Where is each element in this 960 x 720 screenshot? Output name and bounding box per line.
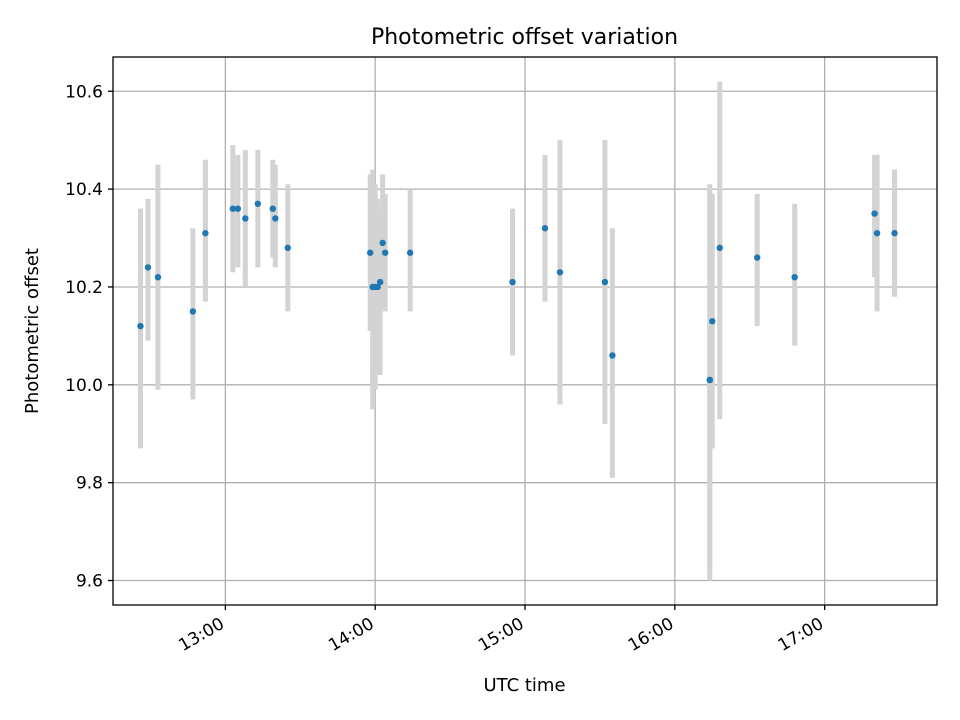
x-tick-label: 16:00 <box>625 614 677 656</box>
data-point <box>609 352 616 359</box>
chart-title: Photometric offset variation <box>371 25 678 50</box>
grid-layer <box>113 57 937 605</box>
data-point <box>406 249 414 256</box>
x-axis-label: UTC time <box>483 675 565 696</box>
y-tick-label: 9.6 <box>76 572 103 592</box>
data-point <box>272 215 279 222</box>
y-axis: 9.6 9.8 10.0 10.2 10.4 10.6 <box>65 82 113 592</box>
data-point <box>706 376 713 384</box>
data-point <box>154 273 162 281</box>
data-point <box>871 210 878 217</box>
data-point <box>229 205 237 212</box>
data-point <box>716 244 723 252</box>
data-point <box>379 239 386 247</box>
y-tick-label: 10.6 <box>65 82 103 102</box>
data-point <box>891 229 898 237</box>
data-point <box>144 264 152 271</box>
data-point <box>509 278 516 286</box>
x-tick-label: 15:00 <box>475 614 527 656</box>
data-point <box>366 249 374 256</box>
point-layer <box>137 200 898 384</box>
x-tick-label: 14:00 <box>325 614 377 656</box>
data-point <box>202 229 209 237</box>
data-point <box>791 273 798 281</box>
data-point <box>284 244 291 252</box>
y-tick-label: 10.0 <box>65 376 103 396</box>
data-point <box>376 278 384 286</box>
data-point <box>189 308 197 315</box>
data-point <box>541 225 549 232</box>
data-point <box>234 205 242 212</box>
data-point <box>709 318 716 325</box>
data-point <box>754 254 761 261</box>
y-tick-label: 10.4 <box>65 180 103 200</box>
data-point <box>374 283 381 291</box>
y-axis-label: Photometric offset <box>22 248 43 414</box>
errorbar-layer <box>137 81 898 581</box>
data-point <box>254 200 262 207</box>
x-tick-label: 13:00 <box>175 614 227 656</box>
y-tick-label: 9.8 <box>76 474 103 494</box>
data-point <box>269 205 277 212</box>
y-tick-label: 10.2 <box>65 278 103 298</box>
x-tick-label: 17:00 <box>775 614 827 656</box>
data-point <box>873 229 881 237</box>
data-point <box>556 269 564 276</box>
data-point <box>381 249 389 256</box>
data-point <box>601 278 609 286</box>
data-point <box>242 215 249 222</box>
data-point <box>137 322 144 330</box>
x-axis: 13:00 14:00 15:00 16:00 17:00 <box>175 605 827 656</box>
